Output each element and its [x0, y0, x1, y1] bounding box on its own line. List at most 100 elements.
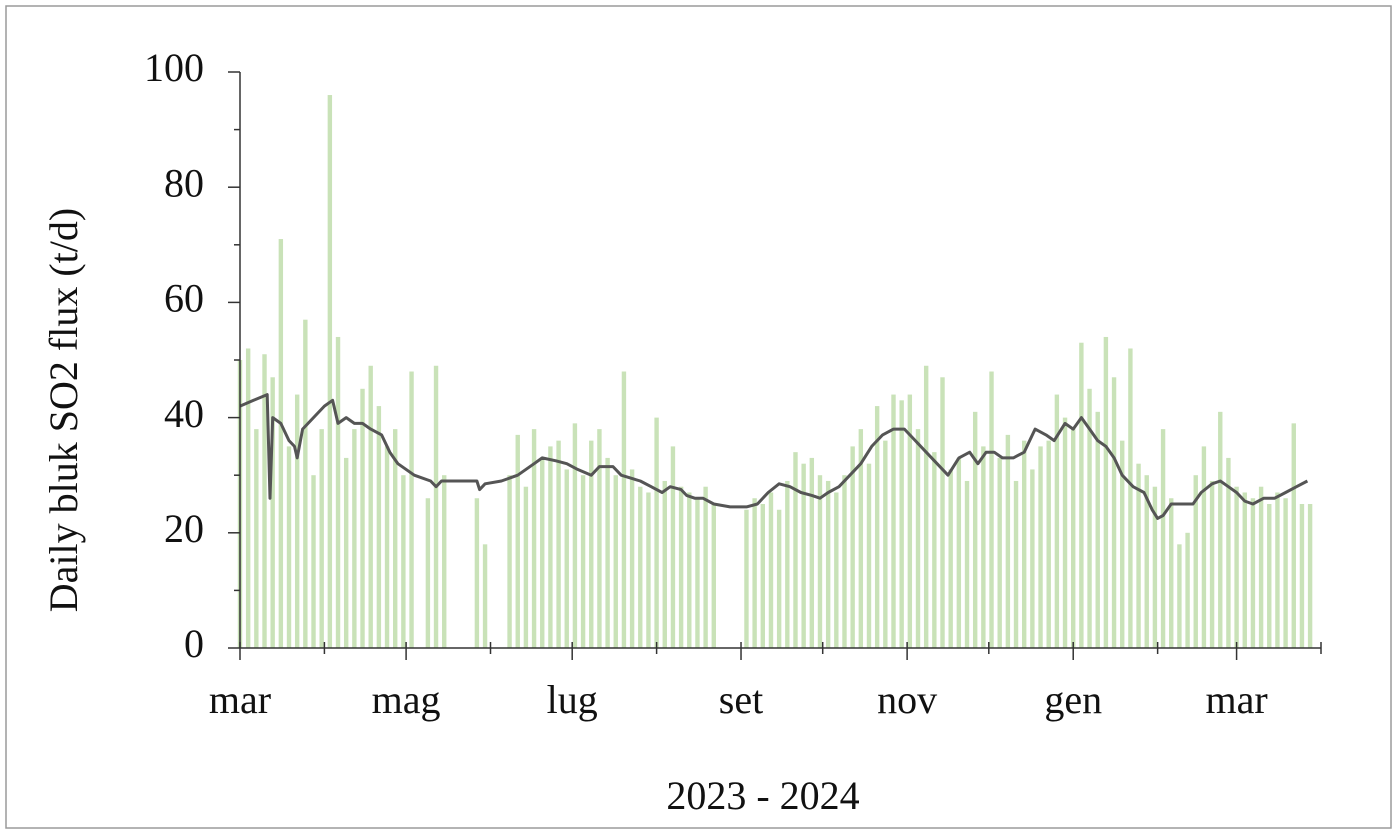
bar — [662, 480, 667, 648]
x-tick-label: nov — [877, 677, 937, 722]
x-tick-label: lug — [547, 677, 598, 722]
bar — [825, 480, 831, 648]
bar — [1209, 480, 1215, 648]
bar — [580, 475, 586, 648]
bar — [972, 411, 978, 648]
bar — [956, 457, 962, 648]
bar — [286, 446, 292, 648]
bar — [1258, 486, 1264, 648]
x-tick-label: mag — [372, 677, 441, 722]
bar — [760, 504, 766, 648]
y-axis-label: Daily bluk SO2 flux (t/d) — [41, 208, 86, 612]
bar — [368, 365, 373, 648]
bar — [1128, 348, 1133, 648]
bar — [678, 486, 684, 648]
bar — [981, 446, 986, 648]
bar — [564, 469, 569, 648]
bar — [1095, 411, 1100, 648]
bar — [891, 394, 896, 648]
bar — [515, 434, 520, 648]
bar — [711, 504, 716, 648]
bar — [278, 239, 284, 649]
bar — [335, 336, 341, 648]
moving-average-line — [239, 393, 1309, 520]
bar — [801, 463, 806, 648]
bar — [442, 475, 447, 648]
bar — [964, 480, 970, 648]
bar — [1013, 480, 1019, 648]
bar — [1218, 411, 1223, 648]
bar — [989, 371, 994, 648]
bar — [1062, 417, 1068, 648]
bar — [776, 509, 782, 648]
bar — [1307, 504, 1313, 648]
bar — [523, 486, 529, 648]
bar — [752, 498, 757, 648]
bar — [352, 429, 357, 648]
bar — [376, 406, 382, 648]
bar — [866, 463, 872, 648]
bar — [1103, 336, 1109, 648]
bar — [303, 319, 308, 648]
bar — [1136, 463, 1141, 648]
bar — [319, 429, 324, 648]
bar — [695, 498, 700, 648]
bar — [703, 486, 708, 648]
bar — [311, 475, 316, 648]
bar — [1111, 377, 1117, 648]
bar — [556, 440, 561, 648]
x-tick-label: mar — [209, 677, 271, 722]
bar — [1054, 394, 1060, 648]
bar — [1046, 440, 1051, 648]
bar — [1299, 504, 1305, 648]
bar — [294, 394, 300, 648]
bar — [360, 388, 365, 648]
bar — [1185, 532, 1190, 648]
bar — [1250, 498, 1256, 648]
bar — [507, 475, 512, 648]
bar — [1193, 475, 1198, 648]
bar — [834, 492, 839, 648]
x-axis-label: 2023 - 2024 — [666, 773, 859, 818]
bar — [548, 446, 553, 648]
bar — [589, 440, 594, 648]
bar — [1144, 475, 1149, 648]
bar — [262, 354, 267, 648]
y-tick-label: 0 — [184, 621, 204, 666]
bar — [809, 457, 815, 648]
bar — [850, 446, 855, 648]
frame — [5, 5, 1392, 829]
y-tick-label: 40 — [164, 391, 204, 436]
bar — [270, 377, 275, 648]
bar — [817, 475, 823, 648]
bar — [858, 429, 864, 648]
bar — [482, 544, 488, 648]
bar — [1226, 457, 1231, 648]
bar — [540, 457, 545, 648]
bar — [793, 452, 798, 648]
bar — [621, 371, 627, 648]
bar — [997, 457, 1002, 648]
y-tick-label: 20 — [164, 506, 204, 551]
bar — [785, 480, 790, 648]
bar — [744, 509, 749, 648]
bar — [1177, 544, 1182, 648]
bar — [768, 492, 774, 648]
bar — [1071, 429, 1076, 648]
bar — [654, 417, 659, 648]
bar — [1267, 504, 1272, 648]
bar — [1234, 486, 1239, 648]
x-tick-label: mar — [1205, 677, 1267, 722]
bar — [409, 371, 414, 648]
y-tick-label: 60 — [164, 276, 204, 321]
bar — [1169, 498, 1174, 648]
bar — [1022, 440, 1027, 648]
bar — [531, 429, 537, 648]
bar — [1275, 492, 1280, 648]
bar — [915, 429, 921, 648]
bar — [1079, 342, 1084, 648]
bar — [1005, 434, 1011, 648]
bar — [629, 469, 635, 648]
x-tick-label: gen — [1044, 677, 1102, 722]
